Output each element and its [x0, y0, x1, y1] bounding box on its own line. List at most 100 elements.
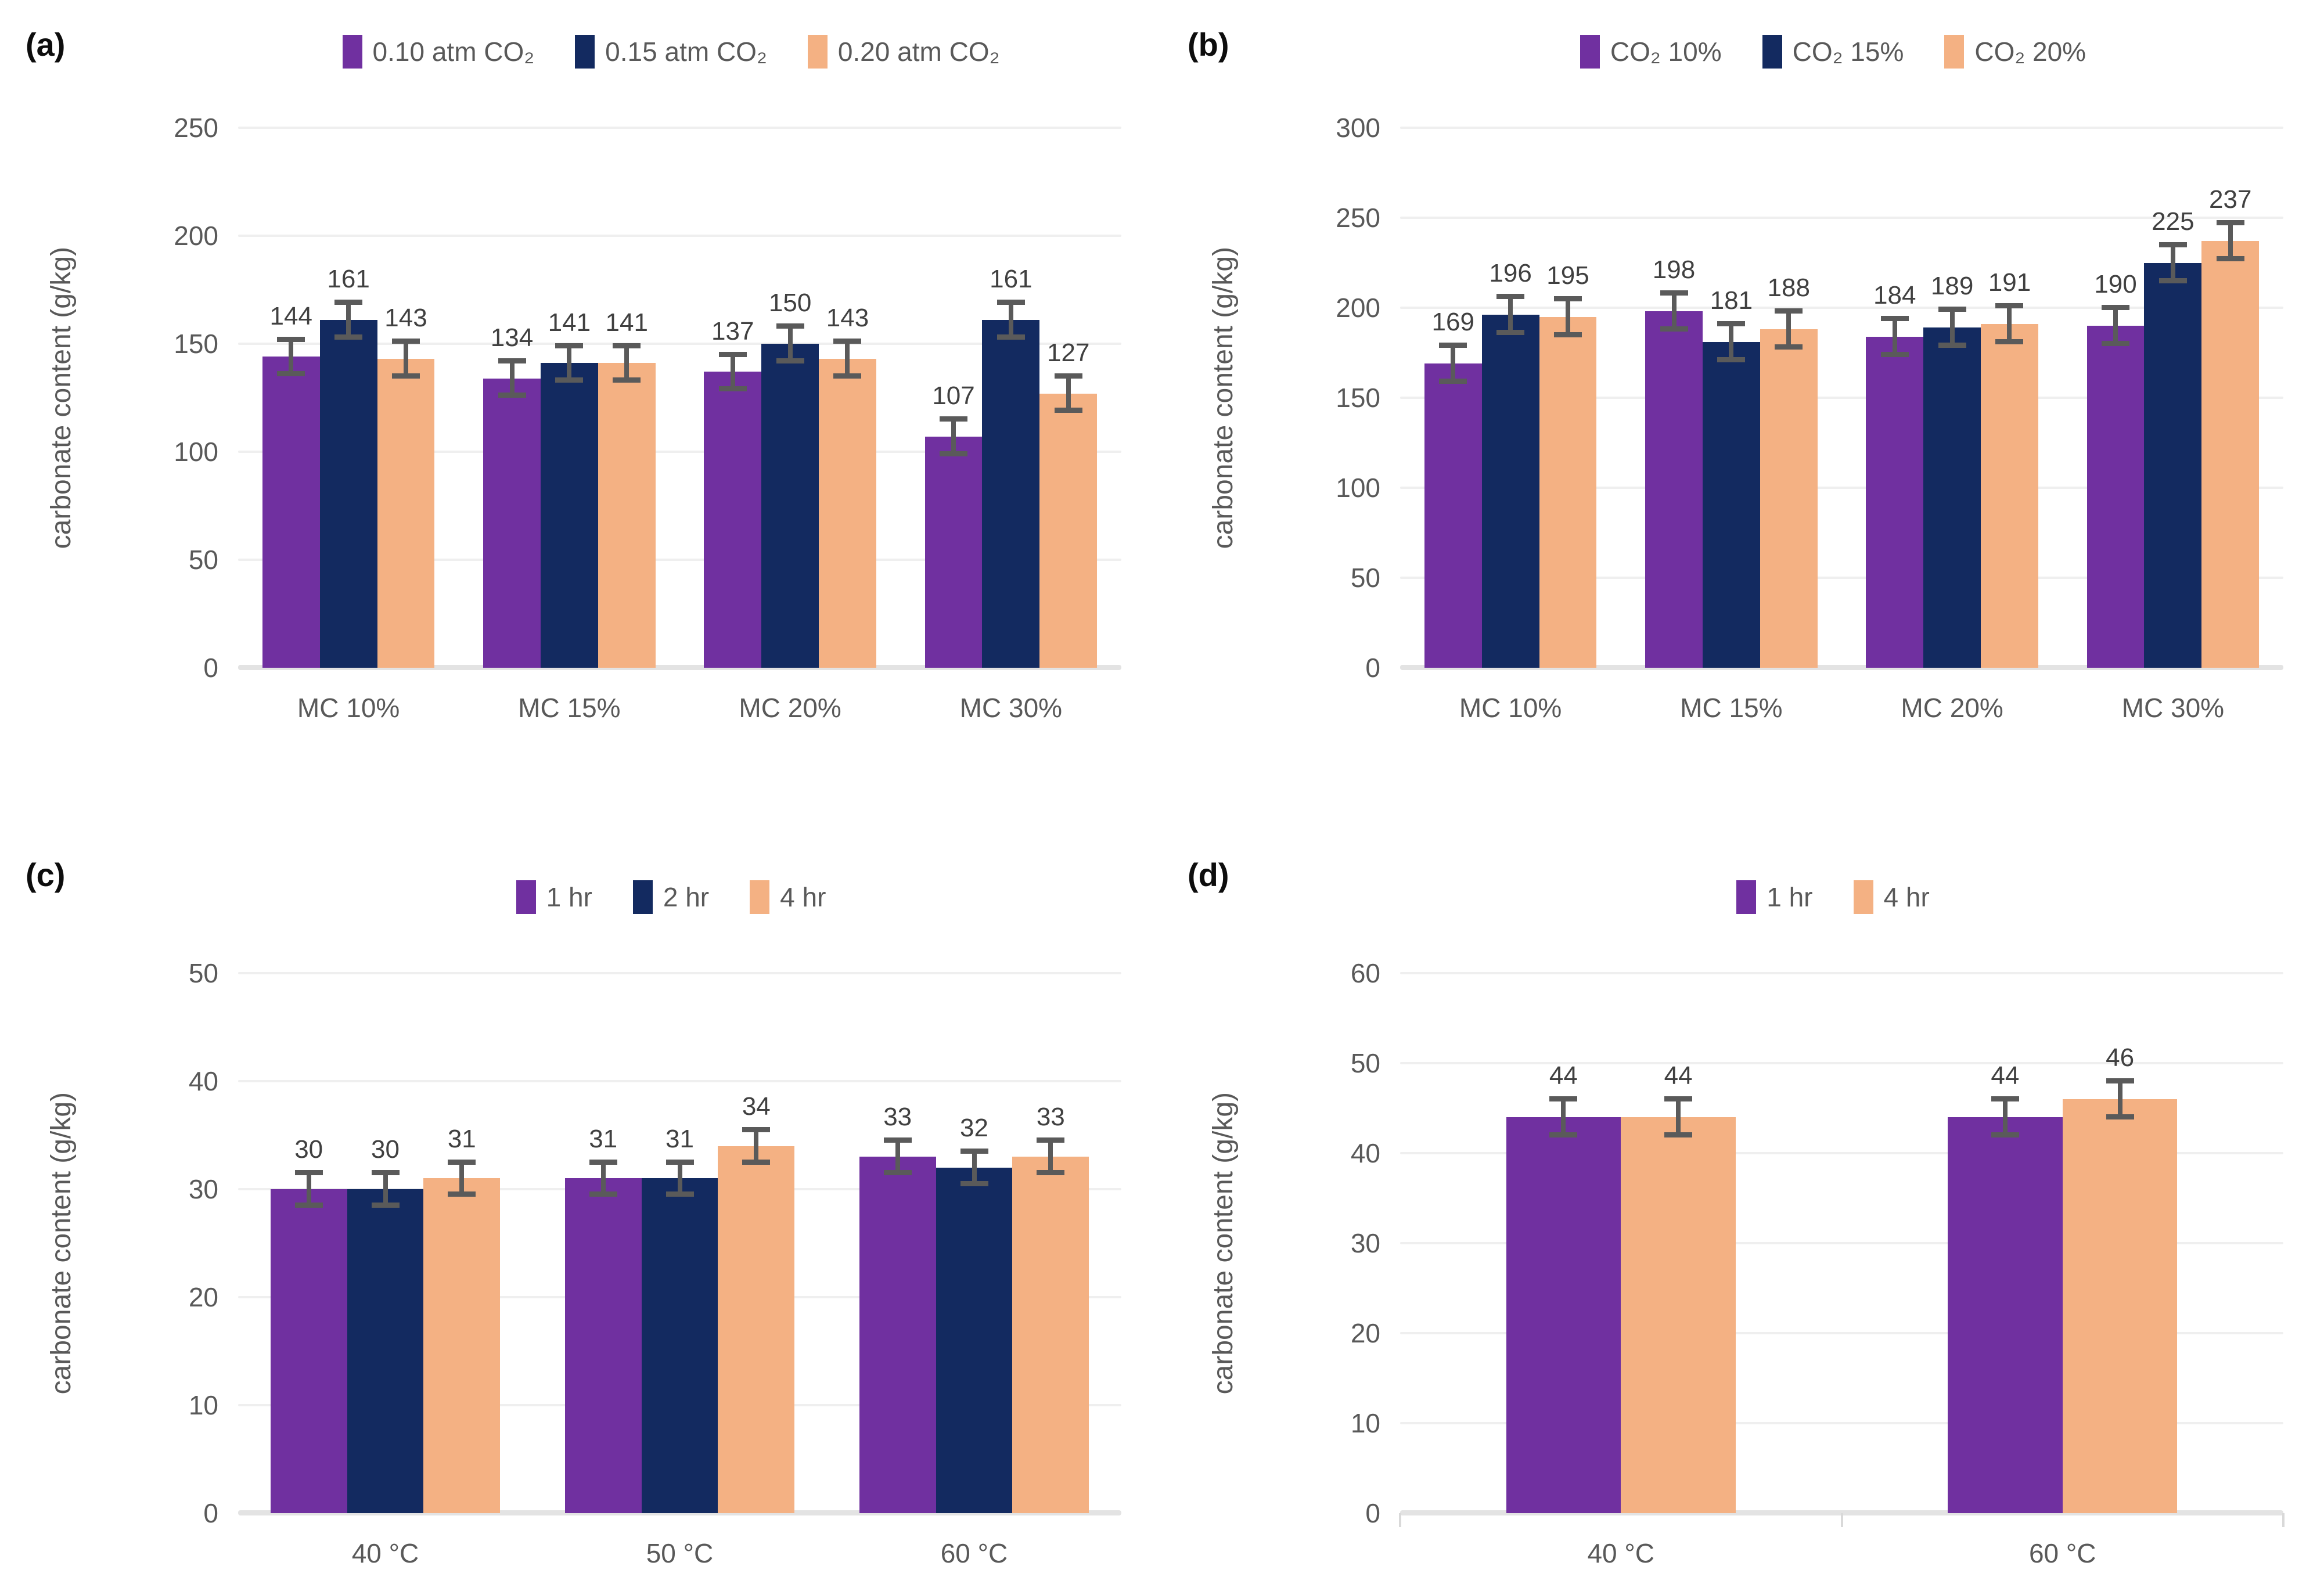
error-bar	[289, 339, 294, 375]
data-label: 184	[1873, 280, 1916, 309]
bar-groups: 44 44 44 46	[1400, 973, 2283, 1513]
y-tick-label: 250	[1336, 203, 1380, 233]
error-bar-cap-top	[555, 343, 584, 348]
bar-slot: 141	[540, 128, 598, 668]
y-axis-title: carbonate content (g/kg)	[1207, 1092, 1239, 1395]
y-tick-label: 100	[1336, 473, 1380, 503]
gridline	[1400, 127, 2283, 129]
error-bar	[2170, 244, 2175, 281]
bar	[564, 1178, 642, 1513]
error-bar-cap-bottom	[334, 334, 363, 340]
data-label: 237	[2209, 185, 2252, 214]
bar-slot: 190	[2086, 128, 2145, 668]
y-tick-label: 150	[174, 329, 218, 359]
gridline	[1400, 1152, 2283, 1155]
panel-a-legend: 0.10 atm CO₂ 0.15 atm CO₂ 0.20 atm CO₂	[215, 34, 1127, 70]
error-bar-cap-bottom	[277, 371, 305, 377]
axis-tick-mark	[1840, 1513, 1843, 1527]
error-bar-cap-bottom	[2106, 1114, 2134, 1119]
bar-group: 144 161 143	[238, 128, 459, 668]
y-tick-label: 0	[1365, 653, 1380, 683]
data-label: 33	[883, 1103, 912, 1132]
bar-slot: 30	[270, 973, 347, 1513]
error-bar-cap-bottom	[742, 1159, 771, 1165]
data-label: 196	[1489, 259, 1532, 288]
bar-slot: 31	[423, 973, 501, 1513]
bar-slot: 191	[1981, 128, 2038, 668]
bar-slot: 169	[1424, 128, 1482, 668]
error-bar-cap-top	[2158, 242, 2187, 247]
gridline	[238, 1080, 1121, 1082]
legend-swatch-icon	[516, 880, 536, 914]
error-bar-cap-bottom	[1991, 1132, 2019, 1137]
bar-slot: 237	[2201, 128, 2260, 668]
gridline	[1400, 307, 2283, 309]
error-bar	[403, 341, 408, 376]
error-bar-cap-top	[742, 1126, 771, 1132]
x-tick-label: 60 °C	[2028, 1538, 2096, 1568]
legend-item: 1 hr	[516, 880, 592, 914]
bar	[1702, 341, 1760, 668]
legend-label: 1 hr	[546, 882, 592, 912]
y-tick-label: 100	[174, 437, 218, 467]
bar	[1948, 1117, 2063, 1513]
panel-a-chart: carbonate content (g/kg) 0 50 100 150 200 250…	[23, 114, 1162, 723]
legend-swatch-icon	[632, 880, 653, 914]
error-bar-cap-top	[371, 1170, 400, 1176]
bar	[982, 320, 1040, 668]
error-bar-cap-top	[334, 300, 363, 305]
error-bar-cap-top	[1037, 1137, 1065, 1143]
error-bar	[567, 345, 572, 381]
bar-group: 137 150 143	[680, 128, 901, 668]
y-axis-ticks: 0 50 100 150 200 250 300	[1261, 114, 1400, 681]
bar-slot: 127	[1039, 128, 1098, 668]
error-bar-cap-top	[996, 300, 1025, 305]
error-bar	[1729, 323, 1734, 360]
x-tick-label: 60 °C	[940, 1538, 1008, 1568]
y-tick-label: 200	[174, 221, 218, 251]
error-bar-cap-bottom	[996, 334, 1025, 340]
x-tick-label: MC 20%	[739, 693, 841, 723]
error-bar	[1676, 1099, 1681, 1135]
error-bar-cap-bottom	[1037, 1170, 1065, 1176]
gridline	[1400, 397, 2283, 399]
error-bar-cap-top	[391, 339, 420, 344]
bar	[936, 1167, 1013, 1513]
y-tick-label: 200	[1336, 293, 1380, 323]
error-bar-cap-bottom	[371, 1202, 400, 1208]
legend-item: CO₂ 20%	[1944, 35, 2086, 69]
x-axis-ticks: 40 °C 60 °C	[1400, 1538, 2283, 1569]
x-tick-label: 50 °C	[646, 1538, 714, 1568]
bar-group: 30 30 31	[238, 973, 533, 1513]
bar	[270, 1189, 347, 1513]
data-label: 195	[1546, 261, 1589, 290]
data-label: 190	[2094, 270, 2137, 299]
gridline	[1400, 1422, 2283, 1425]
error-bar-cap-top	[613, 343, 641, 348]
panel-c-label: (c)	[26, 856, 66, 893]
data-label: 161	[990, 265, 1033, 294]
axis-tick-mark	[1399, 1513, 1401, 1527]
data-label: 107	[932, 381, 975, 411]
data-label: 188	[1767, 273, 1810, 303]
bar-slot: 225	[2144, 128, 2202, 668]
bar	[1621, 1117, 1736, 1513]
legend-label: 2 hr	[663, 882, 710, 912]
data-label: 127	[1047, 338, 1090, 367]
bar	[423, 1178, 501, 1513]
bar-group: 33 32 33	[827, 973, 1121, 1513]
error-bar-cap-top	[1664, 1096, 1693, 1101]
bar-group: 44 46	[1842, 973, 2284, 1513]
error-bar	[1508, 297, 1513, 333]
x-tick-label: MC 30%	[959, 693, 1063, 723]
error-bar-cap-bottom	[1938, 343, 1966, 348]
data-label: 34	[742, 1092, 771, 1121]
gridline	[1400, 1062, 2283, 1064]
bar	[262, 357, 320, 668]
error-bar	[895, 1140, 900, 1173]
error-bar-cap-bottom	[294, 1202, 323, 1208]
error-bar-cap-bottom	[776, 358, 804, 363]
data-label: 181	[1710, 286, 1753, 315]
bar-slot: 44	[1948, 973, 2063, 1513]
